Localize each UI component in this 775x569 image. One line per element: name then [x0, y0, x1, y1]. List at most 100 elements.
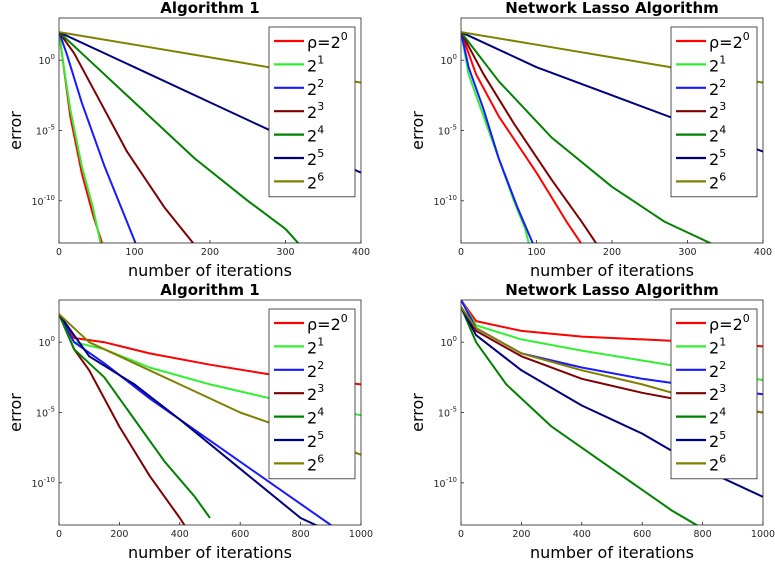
legend-label-exponent: 6	[317, 452, 324, 465]
series-group	[59, 31, 361, 243]
legend-label-5: 24	[709, 124, 726, 146]
y-tick-label: 10-5	[438, 406, 457, 420]
y-tick-exponent: 0	[453, 53, 457, 61]
legend-label-exponent: 6	[317, 170, 324, 183]
x-tick-label: 400	[352, 247, 370, 258]
chart-panel-1: Algorithm 10 100 200 300 40010010-510-10numb…	[6, 0, 370, 280]
series-line-1	[461, 31, 583, 243]
legend-label-base: 2	[709, 409, 719, 428]
x-axis-label: number of iterations	[530, 261, 694, 280]
x-tick-label: 200	[201, 247, 219, 258]
y-tick-label: 100	[440, 335, 457, 349]
x-tick-label: 0	[56, 529, 62, 540]
x-tick-label: 400	[171, 529, 189, 540]
legend-label-base: 2	[307, 150, 317, 169]
legend-label-3: 22	[709, 77, 726, 99]
y-tick-exponent: -5	[450, 124, 457, 132]
y-tick-base: 10	[36, 127, 48, 138]
legend-label-4: 23	[307, 100, 324, 122]
legend-label-1: ρ=20	[307, 30, 348, 52]
y-tick-label: 10-5	[36, 406, 55, 420]
y-tick-base: 10	[440, 338, 452, 349]
legend-label-exponent: 3	[719, 100, 726, 113]
x-tick-label: 0	[56, 247, 62, 258]
series-line-6	[59, 313, 319, 525]
y-tick-base: 10	[440, 56, 452, 67]
legend-label-exponent: 4	[719, 124, 726, 137]
y-axis-label: error	[408, 393, 427, 432]
y-tick-base: 10	[36, 409, 48, 420]
y-tick-base: 10	[31, 479, 43, 490]
x-tick-label: 400	[754, 247, 772, 258]
legend-label-base: 2	[709, 127, 719, 146]
legend-label-base: 2	[709, 385, 719, 404]
legend-label-base: 2	[307, 80, 317, 99]
y-tick-label: 10-10	[31, 194, 55, 208]
legend-label-exponent: 1	[317, 335, 324, 348]
legend-label-exponent: 0	[341, 30, 348, 43]
legend-label-1: ρ=20	[709, 312, 750, 334]
x-tick-label: 400	[573, 529, 591, 540]
legend-label-3: 22	[307, 359, 324, 381]
legend-label-1: ρ=20	[307, 312, 348, 334]
legend-label-2: 21	[307, 335, 324, 357]
legend-label-2: 21	[307, 53, 324, 75]
y-tick-label: 100	[440, 53, 457, 67]
x-tick-label: 0	[458, 247, 464, 258]
y-tick-base: 10	[38, 56, 50, 67]
legend-label-2: 21	[709, 53, 726, 75]
legend-label-7: 26	[307, 170, 324, 192]
legend-label-base: 2	[307, 362, 317, 381]
legend-label-6: 25	[709, 429, 726, 451]
y-tick-exponent: -5	[450, 406, 457, 414]
legend-label-exponent: 2	[317, 77, 324, 90]
legend-label-5: 24	[307, 406, 324, 428]
x-tick-label: 600	[231, 529, 249, 540]
x-tick-label: 200	[603, 247, 621, 258]
legend-label-exponent: 5	[317, 429, 324, 442]
legend-label-exponent: 0	[341, 312, 348, 325]
y-tick-exponent: -5	[48, 124, 55, 132]
chart-title: Algorithm 1	[160, 0, 259, 17]
y-tick-base: 10	[433, 479, 445, 490]
x-tick-label: 300	[678, 247, 696, 258]
y-tick-exponent: -10	[44, 194, 55, 202]
legend-label-exponent: 3	[317, 382, 324, 395]
chart-title: Network Lasso Algorithm	[505, 281, 719, 299]
series-line-5	[461, 31, 713, 243]
legend-label-base: 2	[307, 385, 317, 404]
legend-label-exponent: 4	[317, 406, 324, 419]
legend-label-exponent: 6	[719, 170, 726, 183]
legend-label-exponent: 0	[743, 312, 750, 325]
x-axis-label: number of iterations	[530, 543, 694, 562]
legend-label-base: 2	[307, 173, 317, 192]
legend-label-exponent: 3	[719, 382, 726, 395]
legend-label-base: 2	[307, 409, 317, 428]
legend-label-2: 21	[709, 335, 726, 357]
y-tick-exponent: 0	[51, 53, 55, 61]
legend-label-base: ρ=2	[709, 315, 743, 334]
y-tick-exponent: -10	[44, 476, 55, 484]
y-tick-label: 100	[38, 335, 55, 349]
y-tick-base: 10	[438, 409, 450, 420]
legend-label-exponent: 0	[743, 30, 750, 43]
chart-title: Network Lasso Algorithm	[505, 0, 719, 17]
legend-label-7: 26	[307, 452, 324, 474]
series-line-5	[461, 306, 699, 525]
legend-label-exponent: 2	[719, 77, 726, 90]
legend-label-exponent: 2	[719, 359, 726, 372]
y-tick-label: 10-10	[433, 476, 457, 490]
legend-label-exponent: 5	[719, 147, 726, 160]
y-tick-exponent: 0	[51, 335, 55, 343]
legend-label-base: ρ=2	[709, 33, 743, 52]
x-tick-label: 100	[125, 247, 143, 258]
legend-label-exponent: 4	[719, 406, 726, 419]
legend-label-5: 24	[709, 406, 726, 428]
series-line-2	[461, 31, 530, 243]
x-tick-label: 1000	[349, 529, 373, 540]
y-axis-label: error	[408, 111, 427, 150]
y-axis-label: error	[6, 111, 25, 150]
